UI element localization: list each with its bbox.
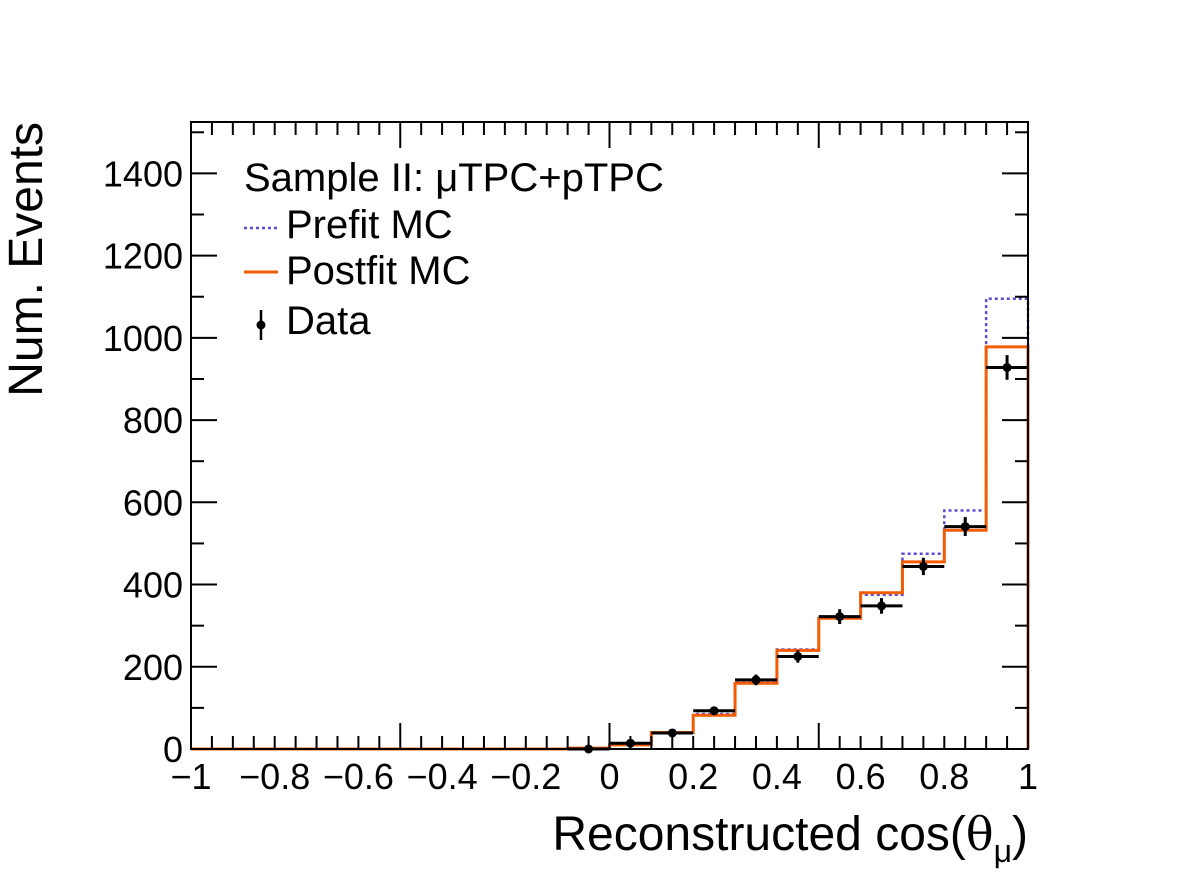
legend-postfit-label: Postfit MC (286, 249, 470, 293)
data-points (567, 355, 1028, 754)
y-tick-label: 1200 (103, 236, 183, 277)
y-axis-ticks (191, 131, 1028, 750)
y-tick-label: 200 (123, 647, 183, 688)
data-point (651, 728, 694, 738)
data-point (986, 355, 1028, 380)
x-tick-label: −0.8 (239, 756, 310, 797)
x-tick-label: −0.6 (323, 756, 394, 797)
data-point (944, 517, 987, 537)
y-tick-label: 800 (123, 400, 183, 441)
data-point (902, 557, 945, 576)
y-tick-label: 600 (123, 482, 183, 523)
prefit-mc-histogram (191, 297, 1030, 751)
data-point (860, 598, 903, 614)
x-axis-ticks (190, 122, 1029, 749)
legend-data-label: Data (286, 299, 371, 343)
data-point (818, 609, 861, 625)
data-point-marker (751, 675, 761, 685)
legend-data-marker (256, 320, 266, 330)
x-tick-label: −1 (170, 756, 211, 797)
data-point (735, 674, 777, 686)
x-tick-label: 0 (599, 756, 619, 797)
legend-prefit-label: Prefit MC (286, 203, 453, 247)
data-point-marker (793, 651, 803, 661)
legend: Sample II: μTPC+pTPC Prefit MC Postfit M… (244, 156, 664, 343)
y-tick-labels: 0 200 400 600 800 1000 1200 1400 (103, 153, 183, 770)
x-tick-label: 1 (1018, 756, 1038, 797)
postfit-mc-histogram (191, 345, 1030, 751)
y-axis-title: Num. Events (0, 122, 53, 397)
x-tick-label: 0.4 (752, 756, 802, 797)
x-tick-label: 0.6 (836, 756, 886, 797)
x-tick-label: 0.2 (668, 756, 718, 797)
legend-header: Sample II: μTPC+pTPC (244, 156, 664, 200)
x-tick-label: −0.2 (490, 756, 561, 797)
data-point-marker (709, 706, 719, 716)
x-tick-labels: −1 −0.8 −0.6 −0.4 −0.2 0 0.2 0.4 0.6 0.8 1 (170, 756, 1038, 797)
y-tick-label: 1400 (103, 153, 183, 194)
x-tick-label: −0.4 (407, 756, 478, 797)
data-point-marker (960, 522, 970, 532)
x-axis-title: Reconstructed cos(θμ) (552, 807, 1028, 869)
x-tick-label: 0.8 (919, 756, 969, 797)
data-point-marker (918, 561, 928, 571)
data-point (693, 706, 736, 716)
data-point-marker (835, 612, 845, 622)
mc-histograms (191, 297, 1030, 751)
y-tick-label: 400 (123, 565, 183, 606)
data-point-marker (667, 728, 677, 738)
data-point (776, 650, 819, 663)
data-point-marker (1002, 362, 1012, 372)
data-point-marker (877, 601, 887, 611)
y-tick-label: 1000 (103, 318, 183, 359)
y-tick-label: 0 (163, 729, 183, 770)
